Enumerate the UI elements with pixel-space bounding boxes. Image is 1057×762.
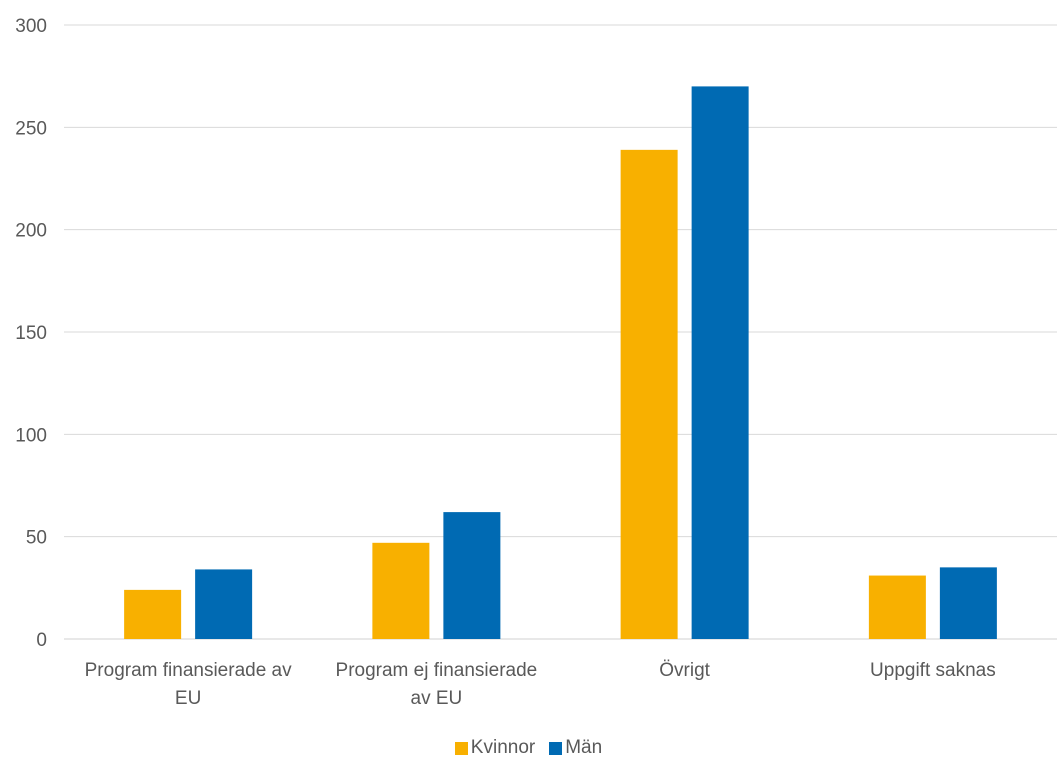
legend-item-man: Män: [549, 737, 602, 759]
bar-man-3: [939, 567, 997, 639]
y-tick-label-0: 0: [36, 630, 47, 651]
bar-kvinnor-3: [868, 575, 926, 639]
bar-kvinnor-0: [124, 589, 182, 639]
legend: Kvinnor Män: [0, 737, 1057, 759]
bar-man-0: [195, 569, 253, 639]
bar-kvinnor-2: [620, 149, 678, 639]
bar-man-2: [691, 86, 749, 639]
x-axis-category-labels: Program finansierade av EU Program ej fina…: [85, 660, 996, 709]
x-category-label-2: Övrigt: [659, 660, 710, 681]
y-tick-label-200: 200: [15, 221, 47, 242]
legend-label-man: Män: [565, 737, 603, 758]
legend-label-kvinnor: Kvinnor: [470, 737, 536, 758]
x-category-label-0: Program finansierade av EU: [85, 660, 292, 709]
legend-swatch-kvinnor: [454, 741, 468, 755]
bar-chart: 0 50 100 150 200 250 300 Program finansierade …: [15, 16, 1057, 709]
y-tick-label-50: 50: [26, 528, 47, 549]
legend-swatch-man: [549, 741, 563, 755]
y-tick-label-300: 300: [15, 16, 47, 37]
y-tick-label-150: 150: [15, 323, 47, 344]
y-tick-label-250: 250: [15, 118, 47, 139]
bar-kvinnor-1: [372, 542, 430, 639]
bars: [124, 86, 997, 639]
gridlines: [64, 24, 1057, 640]
bar-man-1: [443, 512, 501, 639]
x-category-label-1: Program ej finansierade av EU: [336, 660, 538, 709]
x-category-label-3: Uppgift saknas: [870, 660, 996, 681]
y-axis-ticks: 0 50 100 150 200 250 300: [15, 16, 47, 651]
y-tick-label-100: 100: [15, 425, 47, 446]
legend-item-kvinnor: Kvinnor: [454, 737, 536, 759]
